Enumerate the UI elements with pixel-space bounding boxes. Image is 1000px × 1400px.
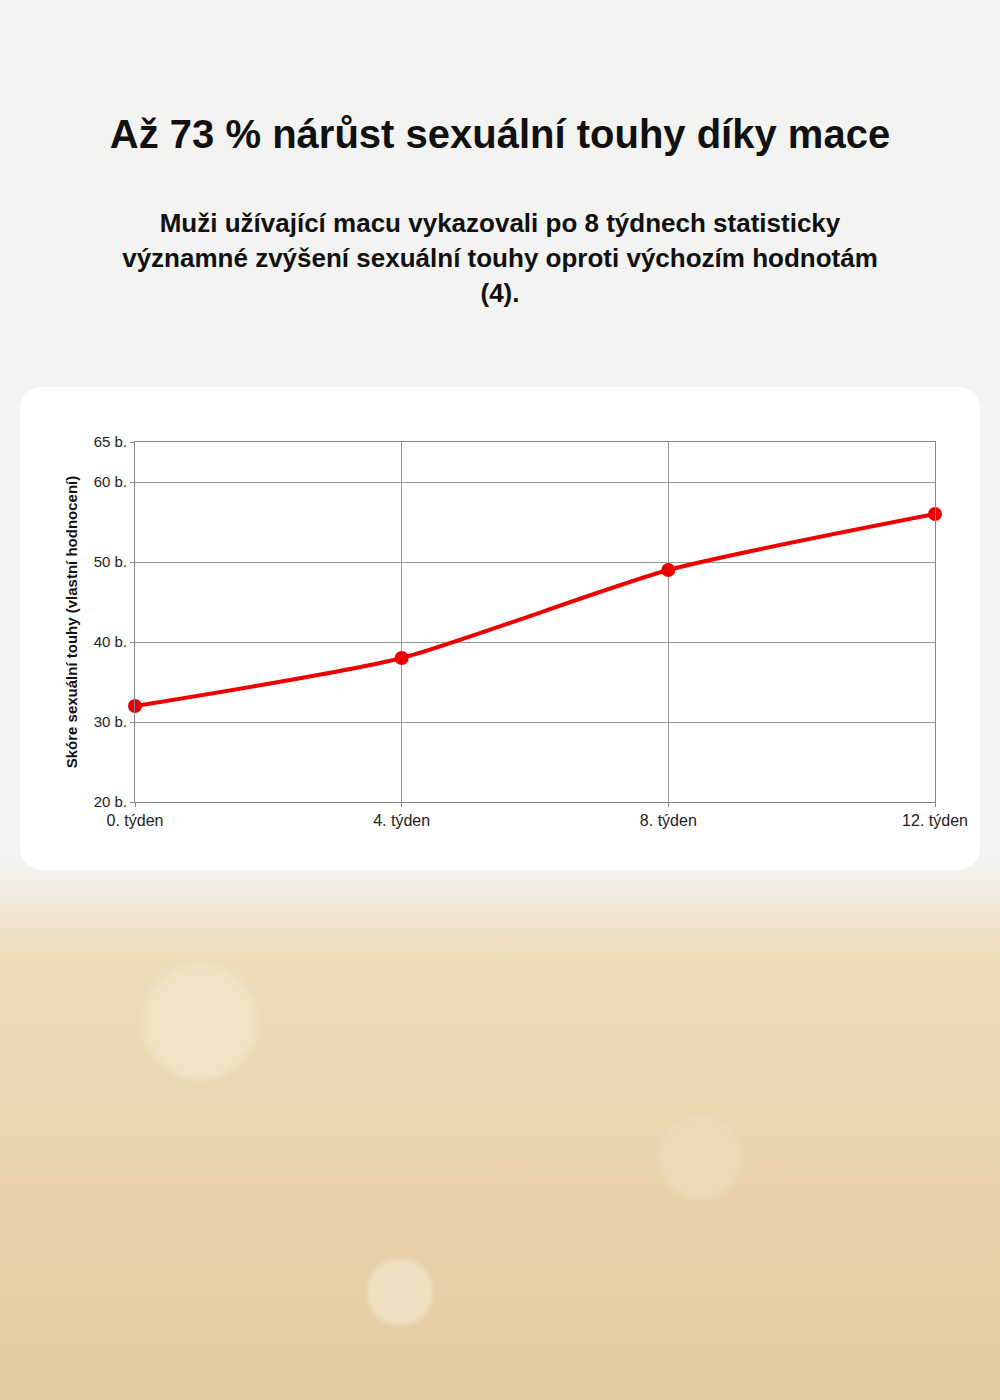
svg-text:65 b.: 65 b. (94, 433, 127, 450)
html-text:Až 73 % nárůst sexuální touhy: Až 73 % nárůst sexuální touhy díky mace (109, 112, 891, 156)
svg-text:8. týden: 8. týden (640, 812, 697, 829)
svg-text:4. týden: 4. týden (373, 812, 430, 829)
svg-text:30 b.: 30 b. (94, 713, 127, 730)
svg-text:0. týden: 0. týden (107, 812, 164, 829)
svg-text:Skóre sexuální touhy (vlastní: Skóre sexuální touhy (vlastní hodnocení) (63, 476, 80, 769)
svg-text:60 b.: 60 b. (94, 473, 127, 490)
html-text:Muži užívající macu vykazovali: Muži užívající macu vykazovali po 8 týdn… (122, 208, 878, 309)
svg-text:40 b.: 40 b. (94, 633, 127, 650)
svg-text:50 b.: 50 b. (94, 553, 127, 570)
svg-text:12. týden: 12. týden (902, 812, 968, 829)
svg-text:20 b.: 20 b. (94, 793, 127, 810)
